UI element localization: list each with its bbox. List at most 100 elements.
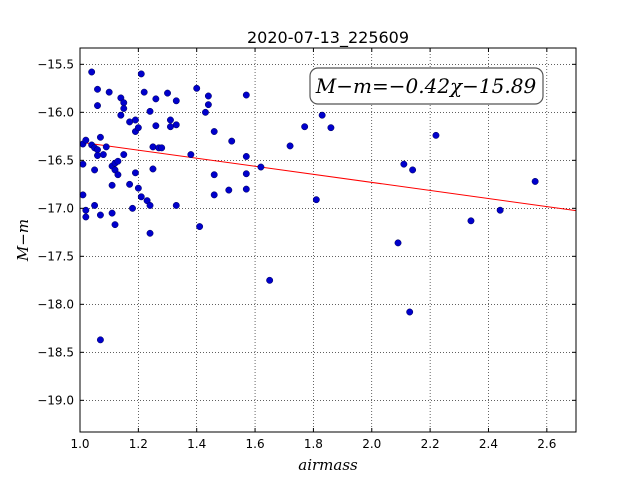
data-point [225, 186, 233, 194]
y-tick-label: −16.5 [37, 153, 74, 167]
y-tick-label: −18.5 [37, 345, 74, 359]
data-point [120, 151, 128, 159]
points-layer [79, 68, 539, 344]
data-point [91, 166, 99, 174]
data-point [114, 171, 122, 179]
data-point [79, 160, 87, 168]
fit-annotation: M−m=−0.42χ−15.89 [309, 67, 544, 105]
data-point [406, 308, 414, 316]
data-point [400, 160, 408, 168]
data-point [394, 239, 402, 247]
data-point [172, 121, 180, 129]
data-point [146, 201, 154, 209]
data-point [266, 276, 274, 284]
data-point [409, 166, 417, 174]
data-point [496, 206, 504, 214]
x-tick-label: 1.2 [129, 437, 148, 451]
x-tick-label: 2.6 [537, 437, 556, 451]
data-point [257, 163, 265, 171]
data-point [134, 184, 142, 192]
data-point [152, 122, 160, 130]
data-point [196, 223, 204, 231]
y-tick-label: −19.0 [37, 393, 74, 407]
data-point [149, 143, 157, 151]
data-point [318, 111, 326, 119]
data-point [102, 143, 110, 151]
data-point [111, 221, 119, 229]
x-tick-label: 1.4 [187, 437, 206, 451]
data-point [166, 123, 174, 131]
y-tick-label: −17.5 [37, 249, 74, 263]
y-axis-label: M−m [14, 219, 32, 262]
plot-frame [79, 47, 577, 433]
data-point [99, 151, 107, 159]
data-point [96, 133, 104, 141]
data-point [126, 180, 134, 188]
x-tick-label: 2.2 [421, 437, 440, 451]
data-point [158, 144, 166, 152]
data-point [242, 185, 250, 193]
data-point [134, 124, 142, 132]
data-point [286, 142, 294, 150]
x-tick-label: 1.8 [304, 437, 323, 451]
data-point [301, 123, 309, 131]
data-point [172, 97, 180, 105]
y-tick-label: −17.0 [37, 201, 74, 215]
x-tick-label: 2.4 [479, 437, 498, 451]
data-point [120, 99, 128, 107]
data-point [210, 128, 218, 135]
data-point [149, 165, 157, 173]
x-tick-label: 1.0 [70, 437, 89, 451]
data-point [120, 105, 128, 112]
data-point [82, 136, 90, 144]
data-point [131, 169, 139, 177]
chart-title: 2020-07-13_225609 [247, 28, 409, 48]
data-point [432, 131, 440, 139]
data-point [467, 217, 475, 225]
data-point [152, 95, 160, 103]
data-point [193, 84, 201, 92]
fit-annotation-text: M−m=−0.42χ−15.89 [315, 74, 537, 98]
data-point [129, 204, 136, 212]
data-point [531, 177, 539, 185]
data-point [79, 191, 87, 199]
data-point [108, 181, 116, 189]
x-tick-label: 2.0 [362, 437, 381, 451]
data-point [312, 196, 320, 204]
data-point [91, 201, 99, 209]
data-point [117, 111, 125, 119]
data-point [146, 107, 154, 115]
x-axis-label: airmass [298, 456, 358, 474]
data-point [242, 153, 250, 160]
data-point [96, 211, 104, 219]
data-point [94, 85, 101, 93]
data-point [327, 124, 335, 132]
data-point [94, 152, 101, 159]
data-point [94, 146, 101, 154]
data-point [140, 88, 148, 96]
data-point [210, 171, 218, 179]
data-point [210, 191, 218, 199]
data-point [202, 108, 209, 116]
data-point [94, 102, 101, 110]
y-tick-label: −16.0 [37, 105, 74, 119]
data-point [187, 151, 195, 159]
data-point [228, 137, 236, 145]
data-point [166, 116, 174, 124]
y-tick-label: −15.5 [37, 57, 74, 71]
data-point [105, 88, 113, 96]
y-tick-label: −18.0 [37, 297, 74, 311]
data-point [82, 206, 90, 214]
data-point [96, 336, 104, 344]
data-point [242, 170, 250, 178]
fit-line [79, 141, 577, 212]
data-point [164, 89, 171, 97]
data-point [242, 91, 250, 99]
data-point [137, 70, 145, 78]
data-point [82, 213, 90, 221]
data-point [204, 101, 212, 109]
ticks: 1.0 1.2 1.4 1.6 1.8 2.0 2.2 2.4 2.6 −15.5 −16.0 −16… [37, 48, 576, 451]
data-point [108, 209, 116, 217]
data-point [204, 92, 212, 100]
